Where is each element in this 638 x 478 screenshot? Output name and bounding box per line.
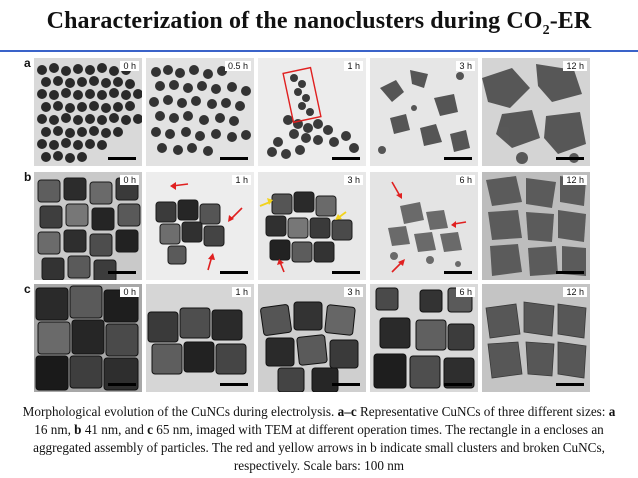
panel-c-4: 6 h (370, 284, 478, 392)
panel-b-5: 12 h (482, 172, 590, 280)
scale-bar (556, 157, 584, 160)
scale-bar (444, 383, 472, 386)
tem-image-a-3 (258, 58, 366, 166)
scale-bar (444, 157, 472, 160)
tem-image-b-3 (258, 172, 366, 280)
caption-part: 41 nm, and (81, 422, 148, 437)
time-label-c-5: 12 h (563, 287, 587, 297)
scale-bar (444, 271, 472, 274)
caption-part: 16 nm, (34, 422, 75, 437)
panel-a-3: 1 h (258, 58, 366, 166)
tem-image-b-2 (146, 172, 254, 280)
scale-bar (332, 271, 360, 274)
tem-image-a-1 (34, 58, 142, 166)
tem-image-c-4 (370, 284, 478, 392)
scale-bar (220, 271, 248, 274)
panel-b-2: 1 h (146, 172, 254, 280)
title-divider (0, 50, 638, 52)
panel-b-3: 3 h (258, 172, 366, 280)
row-letter-c: c (24, 282, 31, 296)
panel-c-5: 12 h (482, 284, 590, 392)
scale-bar (108, 383, 136, 386)
tem-image-c-1 (34, 284, 142, 392)
panel-b-4: 6 h (370, 172, 478, 280)
tem-image-a-2 (146, 58, 254, 166)
panel-c-1: 0 h (34, 284, 142, 392)
slide-title-tail: -ER (549, 8, 592, 34)
time-label-b-4: 6 h (456, 175, 475, 185)
scale-bar (220, 383, 248, 386)
caption-bold: b (74, 422, 82, 437)
scale-bar (332, 383, 360, 386)
tem-image-a-5 (482, 58, 590, 166)
slide-title-subscript: 2 (542, 22, 550, 38)
scale-bar (556, 383, 584, 386)
row-letter-a: a (24, 56, 31, 70)
time-label-c-2: 1 h (232, 287, 251, 297)
slide-title: Characterization of the nanoclusters dur… (0, 8, 638, 39)
panel-a-5: 12 h (482, 58, 590, 166)
panel-a-2: 0.5 h (146, 58, 254, 166)
tem-image-c-5 (482, 284, 590, 392)
time-label-c-4: 6 h (456, 287, 475, 297)
panel-c-2: 1 h (146, 284, 254, 392)
time-label-b-2: 1 h (232, 175, 251, 185)
tem-image-a-4 (370, 58, 478, 166)
tem-image-c-3 (258, 284, 366, 392)
time-label-c-1: 0 h (120, 287, 139, 297)
time-label-b-1: 0 h (120, 175, 139, 185)
tem-image-b-1 (34, 172, 142, 280)
panel-a-4: 3 h (370, 58, 478, 166)
time-label-a-2: 0.5 h (224, 61, 251, 71)
time-label-a-1: 0 h (120, 61, 139, 71)
time-label-c-3: 3 h (344, 287, 363, 297)
panel-c-3: 3 h (258, 284, 366, 392)
caption-part: 65 nm, imaged with TEM at different oper… (33, 422, 605, 473)
time-label-a-4: 3 h (456, 61, 475, 71)
caption-bold: a–c (337, 404, 357, 419)
scale-bar (556, 271, 584, 274)
tem-image-b-4 (370, 172, 478, 280)
caption-part: Representative CuNCs of three different … (356, 404, 609, 419)
time-label-b-3: 3 h (344, 175, 363, 185)
tem-image-c-2 (146, 284, 254, 392)
scale-bar (332, 157, 360, 160)
time-label-a-3: 1 h (344, 61, 363, 71)
scale-bar (108, 271, 136, 274)
slide-title-text: Characterization of the nanoclusters dur… (46, 8, 543, 34)
panel-a-1: 0 h (34, 58, 142, 166)
caption-part: Morphological evolution of the CuNCs dur… (22, 404, 338, 419)
scale-bar (220, 157, 248, 160)
caption-bold: a (608, 404, 616, 419)
tem-figure: a 0 h (22, 56, 590, 396)
time-label-a-5: 12 h (563, 61, 587, 71)
tem-image-b-5 (482, 172, 590, 280)
row-letter-b: b (24, 170, 32, 184)
time-label-b-5: 12 h (563, 175, 587, 185)
figure-caption: Morphological evolution of the CuNCs dur… (18, 403, 620, 475)
panel-b-1: 0 h (34, 172, 142, 280)
scale-bar (108, 157, 136, 160)
caption-bold: c (147, 422, 153, 437)
